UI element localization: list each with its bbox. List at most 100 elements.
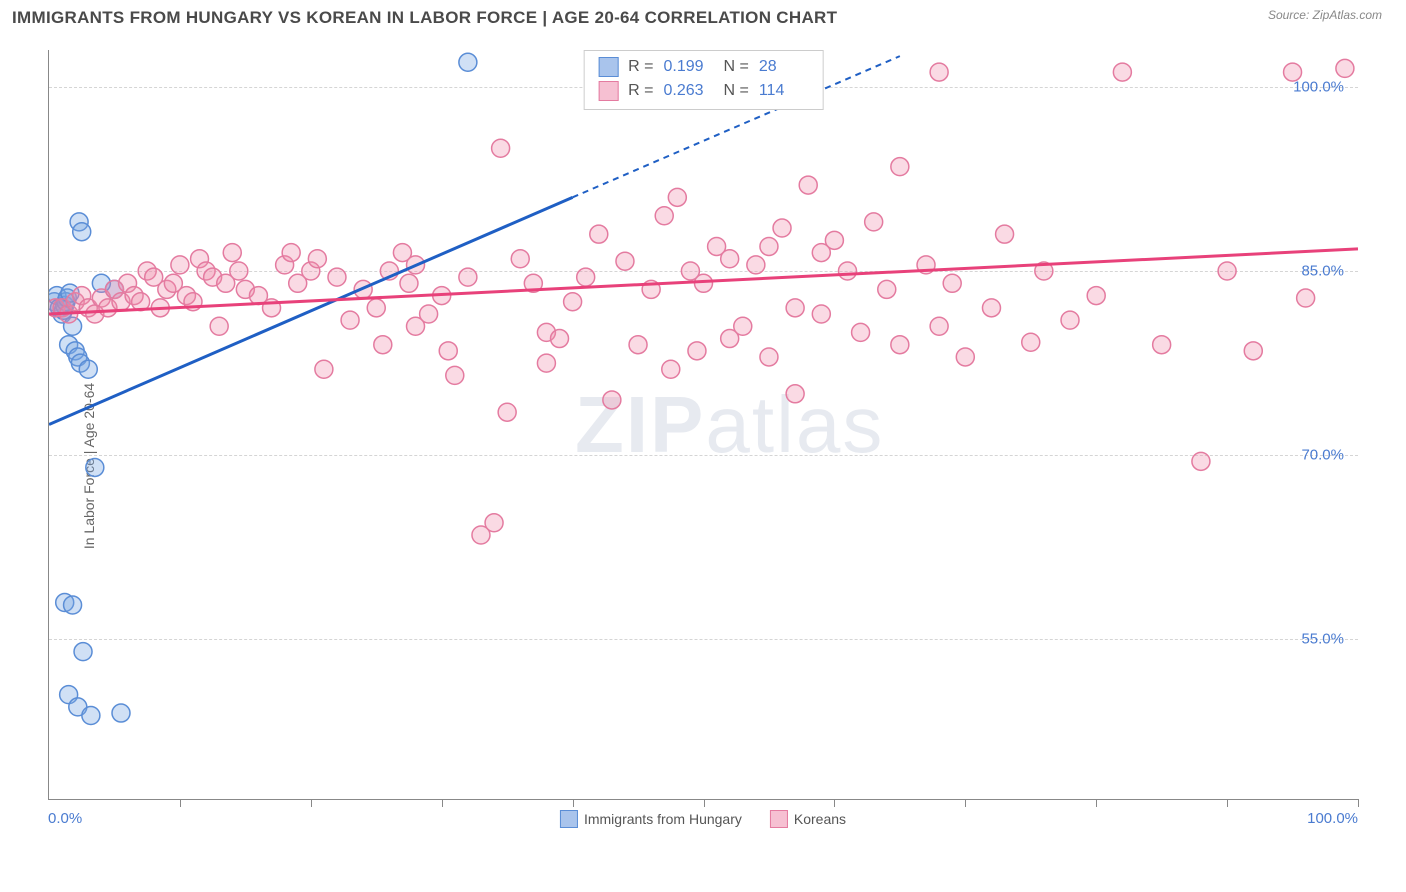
data-point xyxy=(760,348,778,366)
legend-swatch-hungary xyxy=(560,810,578,828)
r-label: R = xyxy=(628,58,653,76)
data-point xyxy=(374,336,392,354)
data-point xyxy=(891,158,909,176)
chart-container: In Labor Force | Age 20-64 ZIPatlas R = … xyxy=(0,40,1406,892)
n-value-koreans: 114 xyxy=(759,82,809,100)
data-point xyxy=(446,366,464,384)
x-tick xyxy=(704,799,705,807)
data-point xyxy=(852,323,870,341)
data-point xyxy=(688,342,706,360)
legend-item-hungary: Immigrants from Hungary xyxy=(560,810,742,828)
data-point xyxy=(956,348,974,366)
data-point xyxy=(1113,63,1131,81)
data-point xyxy=(112,704,130,722)
data-point xyxy=(655,207,673,225)
data-point xyxy=(73,223,91,241)
x-tick xyxy=(1227,799,1228,807)
data-point xyxy=(982,299,1000,317)
data-point xyxy=(662,360,680,378)
data-point xyxy=(786,299,804,317)
data-point xyxy=(616,252,634,270)
data-point xyxy=(760,237,778,255)
data-point xyxy=(838,262,856,280)
data-point xyxy=(1061,311,1079,329)
source-attribution: Source: ZipAtlas.com xyxy=(1268,8,1382,22)
data-point xyxy=(367,299,385,317)
data-point xyxy=(282,244,300,262)
data-point xyxy=(537,354,555,372)
x-tick xyxy=(965,799,966,807)
stats-row-koreans: R = 0.263 N = 114 xyxy=(598,79,809,103)
data-point xyxy=(734,317,752,335)
swatch-koreans xyxy=(598,81,618,101)
data-point xyxy=(1153,336,1171,354)
data-point xyxy=(1192,452,1210,470)
chart-title: IMMIGRANTS FROM HUNGARY VS KOREAN IN LAB… xyxy=(12,8,837,28)
data-point xyxy=(79,360,97,378)
x-min-label: 0.0% xyxy=(48,810,82,827)
data-point xyxy=(64,596,82,614)
data-point xyxy=(308,250,326,268)
swatch-hungary xyxy=(598,57,618,77)
data-point xyxy=(1336,59,1354,77)
x-tick xyxy=(834,799,835,807)
r-label: R = xyxy=(628,82,653,100)
data-point xyxy=(74,643,92,661)
data-point xyxy=(485,514,503,532)
data-point xyxy=(668,188,686,206)
data-point xyxy=(492,139,510,157)
data-point xyxy=(459,53,477,71)
data-point xyxy=(799,176,817,194)
plot-area: ZIPatlas R = 0.199 N = 28 R = 0.263 N = … xyxy=(48,50,1358,800)
data-point xyxy=(82,707,100,725)
data-point xyxy=(695,274,713,292)
data-point xyxy=(930,63,948,81)
n-label: N = xyxy=(724,58,749,76)
data-point xyxy=(1297,289,1315,307)
data-point xyxy=(1022,333,1040,351)
data-point xyxy=(577,268,595,286)
data-point xyxy=(459,268,477,286)
data-point xyxy=(629,336,647,354)
data-point xyxy=(341,311,359,329)
data-point xyxy=(210,317,228,335)
data-point xyxy=(439,342,457,360)
x-tick xyxy=(1358,799,1359,807)
legend-swatch-koreans xyxy=(770,810,788,828)
data-point xyxy=(230,262,248,280)
data-point xyxy=(420,305,438,323)
data-point xyxy=(1218,262,1236,280)
data-point xyxy=(773,219,791,237)
data-point xyxy=(878,280,896,298)
x-axis-labels: 0.0% Immigrants from Hungary Koreans 100… xyxy=(48,810,1358,840)
data-point xyxy=(328,268,346,286)
x-tick xyxy=(1096,799,1097,807)
plot-svg xyxy=(49,50,1358,799)
data-point xyxy=(812,305,830,323)
x-tick xyxy=(573,799,574,807)
data-point xyxy=(590,225,608,243)
stats-legend-box: R = 0.199 N = 28 R = 0.263 N = 114 xyxy=(583,50,824,110)
data-point xyxy=(996,225,1014,243)
data-point xyxy=(786,385,804,403)
data-point xyxy=(891,336,909,354)
data-point xyxy=(1244,342,1262,360)
data-point xyxy=(511,250,529,268)
data-point xyxy=(171,256,189,274)
data-point xyxy=(223,244,241,262)
n-value-hungary: 28 xyxy=(759,58,809,76)
x-tick xyxy=(180,799,181,807)
x-tick xyxy=(311,799,312,807)
data-point xyxy=(865,213,883,231)
data-point xyxy=(315,360,333,378)
data-point xyxy=(1284,63,1302,81)
data-point xyxy=(564,293,582,311)
data-point xyxy=(825,231,843,249)
data-point xyxy=(747,256,765,274)
legend-label-hungary: Immigrants from Hungary xyxy=(584,811,742,827)
data-point xyxy=(498,403,516,421)
stats-row-hungary: R = 0.199 N = 28 xyxy=(598,55,809,79)
r-value-koreans: 0.263 xyxy=(664,82,714,100)
r-value-hungary: 0.199 xyxy=(664,58,714,76)
legend-label-koreans: Koreans xyxy=(794,811,846,827)
